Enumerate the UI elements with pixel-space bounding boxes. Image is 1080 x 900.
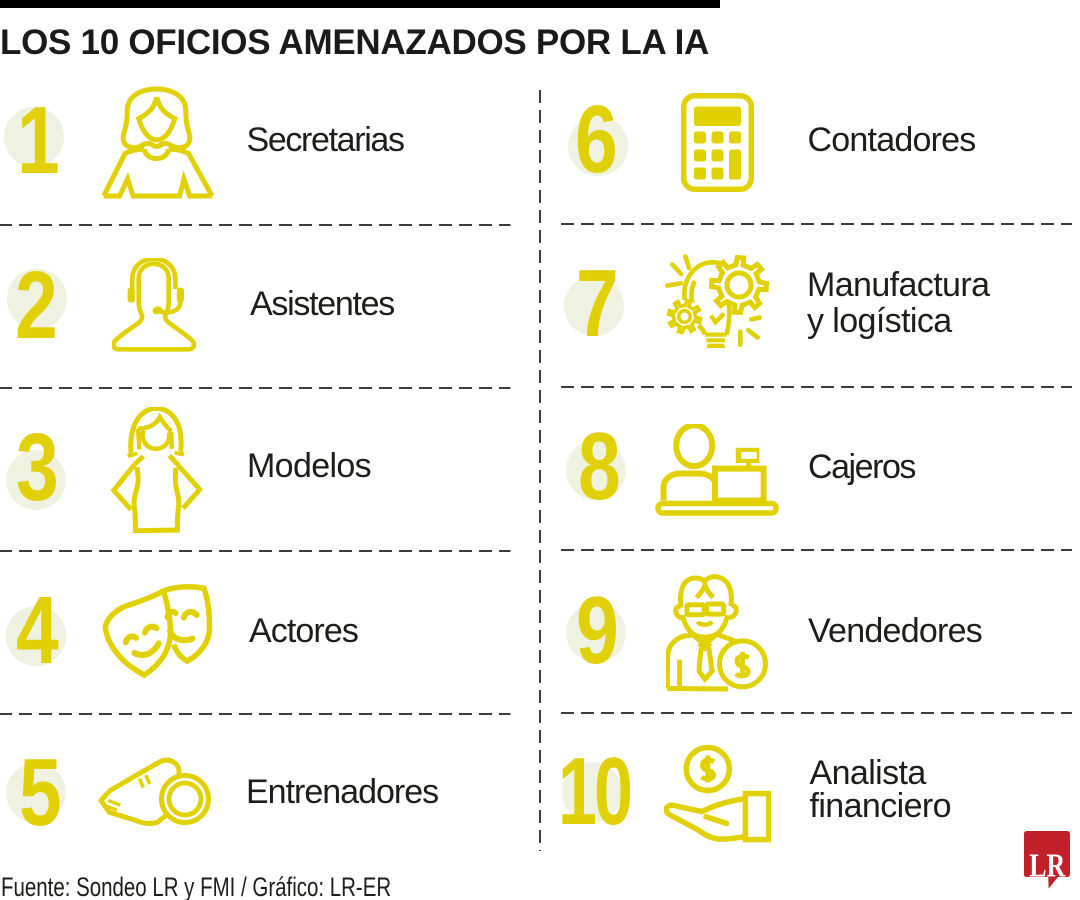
svg-text:LR: LR: [1029, 847, 1065, 884]
